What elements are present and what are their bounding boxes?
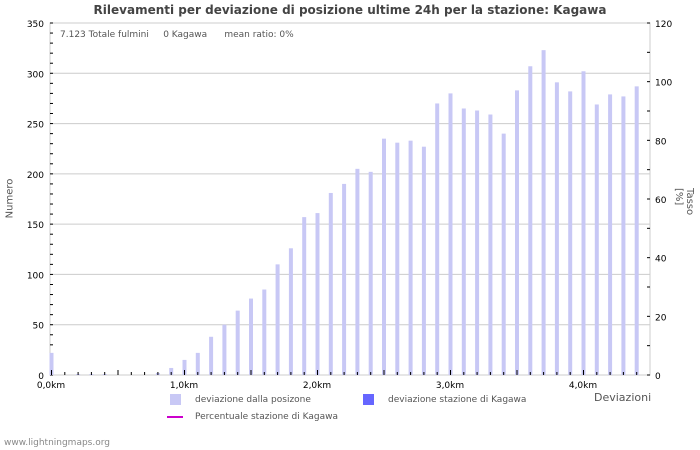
- svg-text:150: 150: [27, 221, 44, 231]
- svg-text:80: 80: [655, 137, 667, 147]
- legend-label: deviazione dalla posizone: [195, 394, 311, 405]
- svg-text:3,0km: 3,0km: [436, 381, 464, 391]
- svg-text:1,0km: 1,0km: [170, 381, 198, 391]
- legend-item-station: deviazione stazione di Kagawa: [363, 394, 526, 405]
- svg-text:100: 100: [27, 271, 44, 281]
- stats-line: 7.123 Totale fulmini 0 Kagawa mean ratio…: [60, 30, 294, 40]
- svg-text:300: 300: [27, 70, 44, 80]
- svg-text:0: 0: [38, 372, 44, 382]
- svg-text:40: 40: [655, 255, 667, 265]
- legend-label: deviazione stazione di Kagawa: [388, 394, 527, 405]
- chart-title: Rilevamenti per deviazione di posizione …: [93, 3, 607, 17]
- station-count: 0 Kagawa: [163, 30, 208, 40]
- svg-text:20: 20: [655, 313, 667, 323]
- y2-axis-label: Tasso [%]: [673, 188, 695, 216]
- total-strikes: 7.123 Totale fulmini: [60, 30, 149, 40]
- svg-text:100: 100: [655, 79, 672, 89]
- legend-label: Percentuale stazione di Kagawa: [195, 412, 338, 422]
- svg-text:2,0km: 2,0km: [303, 381, 331, 391]
- svg-text:0: 0: [655, 372, 661, 382]
- x-axis-label: Deviazioni: [594, 391, 652, 404]
- legend-item-percent: Percentuale stazione di Kagawa: [167, 412, 338, 422]
- legend-line-swatch: [167, 416, 183, 418]
- svg-text:120: 120: [655, 20, 672, 30]
- legend-item-deviation: deviazione dalla posizone: [170, 394, 311, 405]
- svg-text:250: 250: [27, 121, 44, 131]
- svg-text:4,0km: 4,0km: [569, 381, 597, 391]
- svg-text:60: 60: [655, 196, 667, 206]
- svg-text:50: 50: [33, 322, 45, 332]
- mean-ratio: mean ratio: 0%: [224, 30, 294, 40]
- svg-text:350: 350: [27, 20, 44, 30]
- svg-text:200: 200: [27, 171, 44, 181]
- y-axis-label: Numero: [4, 178, 16, 219]
- footer-site: www.lightningmaps.org: [4, 438, 110, 448]
- svg-text:0,0km: 0,0km: [37, 381, 65, 391]
- legend-swatch-dark-bar: [363, 394, 374, 405]
- legend-swatch-light-bar: [170, 394, 181, 405]
